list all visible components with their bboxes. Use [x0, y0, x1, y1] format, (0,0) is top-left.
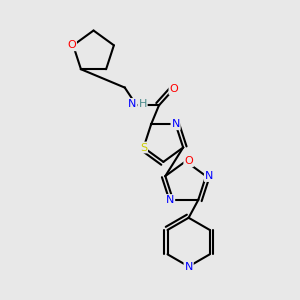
Text: O: O [184, 156, 193, 166]
Text: S: S [140, 142, 147, 152]
Text: N: N [171, 119, 180, 129]
Text: N: N [128, 99, 136, 109]
Text: O: O [67, 40, 76, 50]
Text: H: H [138, 99, 147, 109]
Text: N: N [166, 195, 174, 205]
Text: O: O [169, 84, 178, 94]
Text: N: N [184, 262, 193, 272]
Text: N: N [205, 171, 213, 181]
